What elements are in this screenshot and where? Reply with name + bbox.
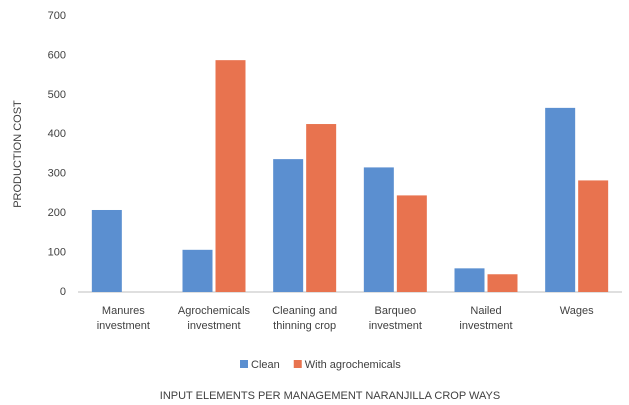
bar [545, 107, 576, 293]
x-tick-label: investment [187, 320, 240, 332]
bar [578, 180, 609, 292]
legend-swatch [293, 360, 302, 368]
bar [273, 159, 304, 292]
y-tick-label: 600 [48, 49, 66, 61]
y-tick-label: 400 [48, 128, 66, 140]
x-axis-title: INPUT ELEMENTS PER MANAGEMENT NARANJILLA… [160, 390, 500, 402]
y-tick-label: 500 [48, 89, 66, 101]
bar [306, 124, 337, 292]
x-tick-label: Manures [102, 305, 145, 317]
x-tick-label: investment [97, 320, 150, 332]
x-tick-label: thinning crop [273, 320, 336, 332]
bar [215, 60, 246, 292]
x-tick-label: Nailed [470, 305, 501, 317]
x-tick-label: Agrochemicals [178, 305, 251, 317]
bar [487, 274, 518, 292]
y-tick-label: 700 [48, 10, 66, 22]
legend-swatch [240, 360, 248, 368]
legend-label: Clean [251, 359, 280, 371]
y-tick-label: 100 [48, 246, 66, 258]
x-tick-label: investment [459, 320, 512, 332]
y-tick-label: 0 [60, 286, 66, 298]
bar [182, 249, 213, 292]
bar [454, 268, 485, 292]
bar [396, 195, 427, 292]
y-tick-label: 300 [48, 168, 66, 180]
bar [91, 209, 122, 292]
bar [363, 167, 394, 292]
x-tick-label: investment [369, 320, 422, 332]
y-axis-title: PRODUCTION COST [12, 100, 24, 208]
x-tick-label: Wages [560, 305, 594, 317]
x-tick-label: Cleaning and [272, 305, 337, 317]
legend-label: With agrochemicals [305, 359, 401, 371]
y-tick-label: 200 [48, 207, 66, 219]
x-tick-label: Barqueo [375, 305, 417, 317]
